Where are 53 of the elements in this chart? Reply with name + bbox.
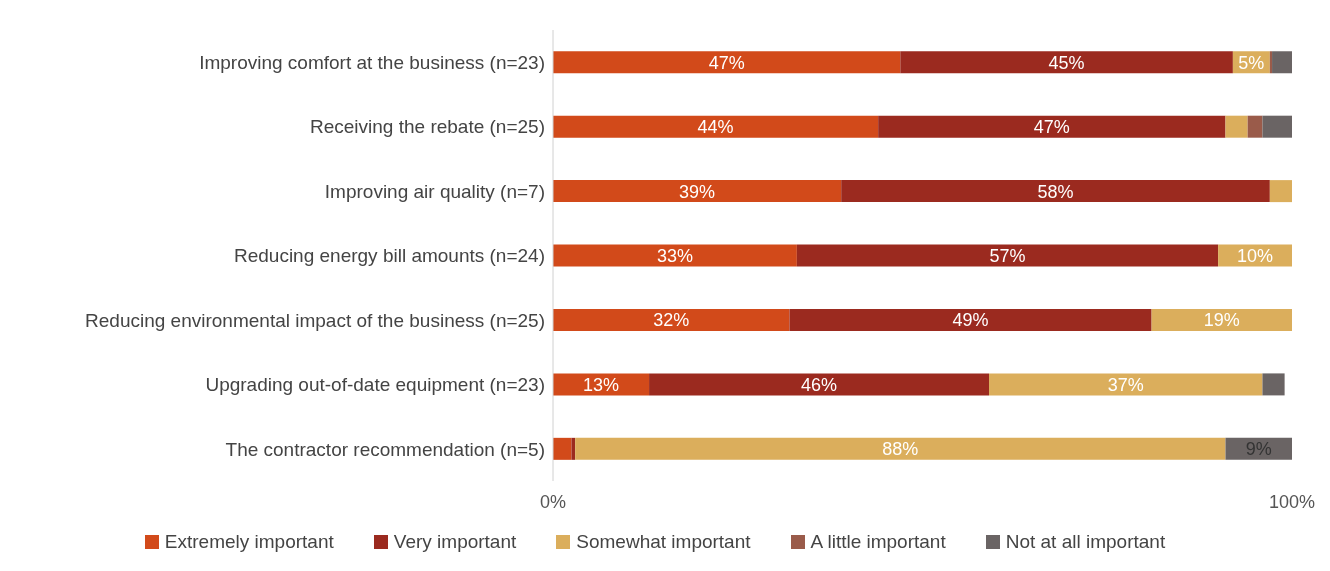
bar bbox=[1225, 115, 1248, 138]
bar bbox=[1247, 115, 1263, 138]
legend-label: Somewhat important bbox=[575, 531, 751, 553]
y-tick-label: Reducing energy bill amounts (n=24) bbox=[233, 245, 545, 267]
y-tick-label: Improving air quality (n=7) bbox=[324, 180, 545, 202]
bar bbox=[789, 308, 1152, 331]
data-label: 5% bbox=[1238, 52, 1265, 73]
data-label: 58% bbox=[1037, 181, 1074, 202]
bar bbox=[796, 244, 1219, 267]
data-label: 47% bbox=[1033, 117, 1070, 138]
bar bbox=[649, 373, 990, 396]
data-label: 44% bbox=[697, 117, 734, 138]
y-tick-label: The contractor recommendation (n=5) bbox=[225, 438, 545, 460]
bar bbox=[571, 437, 576, 460]
x-tick-label: 100% bbox=[1268, 491, 1316, 512]
y-tick-label: Improving comfort at the business (n=23) bbox=[199, 51, 545, 73]
bar bbox=[1151, 308, 1292, 331]
bar bbox=[553, 115, 879, 138]
bar bbox=[1262, 115, 1292, 138]
legend-label: A little important bbox=[809, 531, 946, 553]
data-label: 37% bbox=[1107, 374, 1144, 395]
data-label: 46% bbox=[801, 374, 838, 395]
y-tick-label: Reducing environmental impact of the business (n=25) bbox=[85, 309, 545, 331]
legend-label: Not at all important bbox=[1004, 531, 1166, 553]
bar bbox=[989, 373, 1263, 396]
bar bbox=[841, 180, 1270, 203]
bar bbox=[553, 437, 572, 460]
data-label: 13% bbox=[583, 374, 620, 395]
bar bbox=[575, 437, 1226, 460]
legend-label: Very important bbox=[392, 531, 517, 553]
bar bbox=[1262, 373, 1285, 396]
bar bbox=[1269, 180, 1292, 203]
data-label: 49% bbox=[952, 310, 989, 331]
bar bbox=[553, 180, 842, 203]
data-label: 10% bbox=[1237, 245, 1274, 266]
legend-label: Extremely important bbox=[163, 531, 334, 553]
y-tick-label: Upgrading out-of-date equipment (n=23) bbox=[205, 374, 545, 396]
data-label: 33% bbox=[656, 245, 693, 266]
data-label: 47% bbox=[708, 52, 745, 73]
data-label: 32% bbox=[653, 310, 690, 331]
bar bbox=[1269, 51, 1273, 74]
bar bbox=[553, 51, 901, 74]
bar bbox=[878, 115, 1226, 138]
bar bbox=[900, 51, 1233, 74]
data-label: 39% bbox=[679, 181, 716, 202]
data-label: 88% bbox=[882, 439, 919, 460]
x-tick-label: 0% bbox=[539, 491, 567, 512]
y-tick-label: Receiving the rebate (n=25) bbox=[309, 116, 545, 138]
data-label: 45% bbox=[1048, 52, 1085, 73]
data-label: 57% bbox=[989, 245, 1026, 266]
bar bbox=[553, 244, 797, 267]
bar bbox=[553, 308, 790, 331]
data-label: 19% bbox=[1203, 310, 1240, 331]
